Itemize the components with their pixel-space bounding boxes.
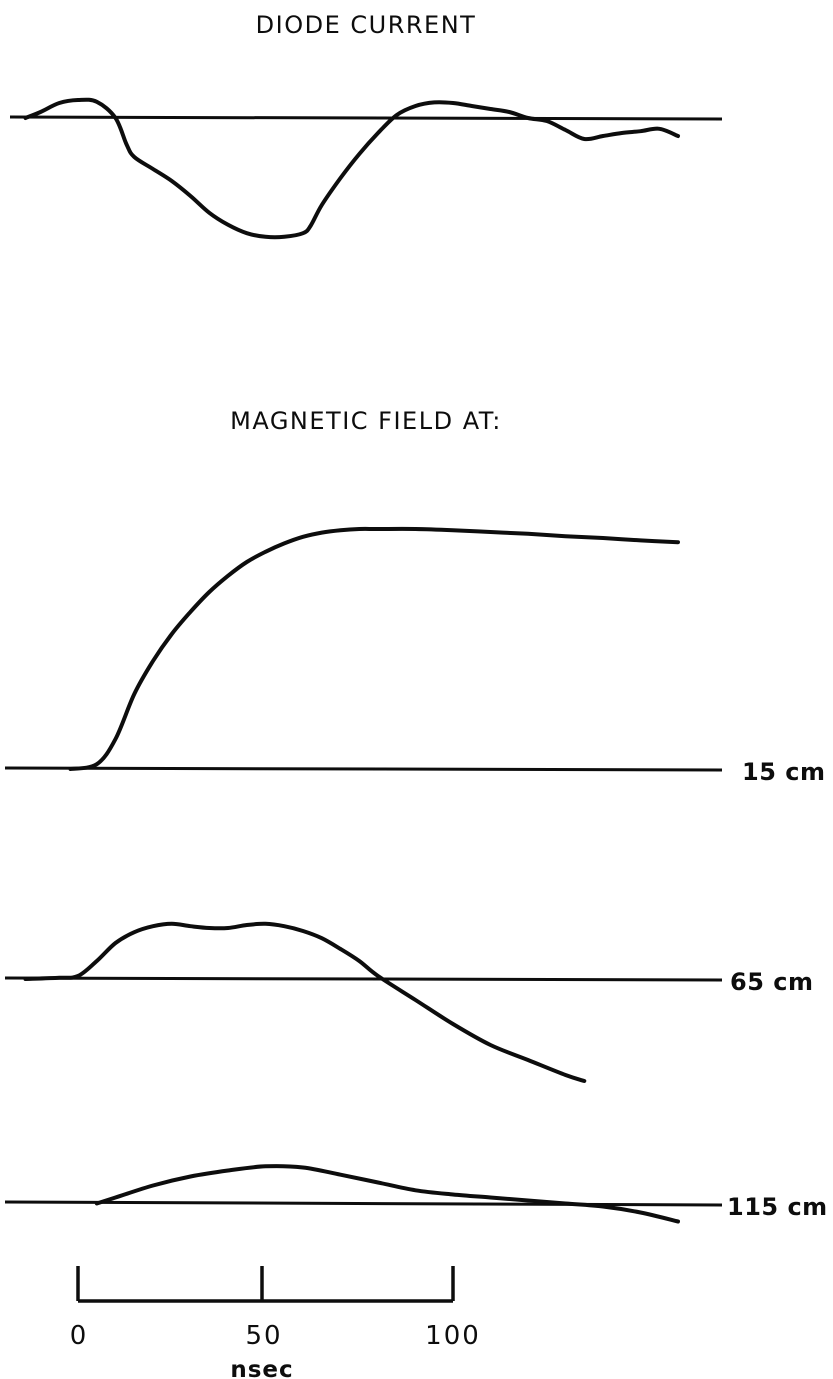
scale-tick-label-100: 100 bbox=[425, 1321, 481, 1351]
magnetic-field-title: MAGNETIC FIELD AT: bbox=[230, 407, 502, 435]
baseline-15cm bbox=[4, 766, 723, 772]
scale-unit-label: nsec bbox=[230, 1357, 293, 1379]
baseline-115cm bbox=[4, 1200, 723, 1207]
magnetic-field-115cm-trace bbox=[94, 1164, 680, 1224]
scale-tick-label-0: 0 bbox=[70, 1321, 89, 1351]
diode-current-baseline bbox=[9, 115, 723, 121]
magnetic-field-65cm-trace bbox=[23, 921, 587, 1083]
label-115cm: 115 cm bbox=[727, 1193, 828, 1221]
diode-current-title: DIODE CURRENT bbox=[256, 11, 477, 39]
baseline-65cm bbox=[4, 976, 723, 982]
label-15cm: 15 cm bbox=[742, 758, 826, 786]
diode-current-trace bbox=[23, 97, 680, 240]
scale-tick-label-50: 50 bbox=[245, 1321, 282, 1351]
magnetic-field-15cm-trace bbox=[68, 526, 680, 771]
time-scale-bar: 0 50 100 nsec bbox=[70, 1266, 481, 1379]
label-65cm: 65 cm bbox=[730, 968, 814, 996]
